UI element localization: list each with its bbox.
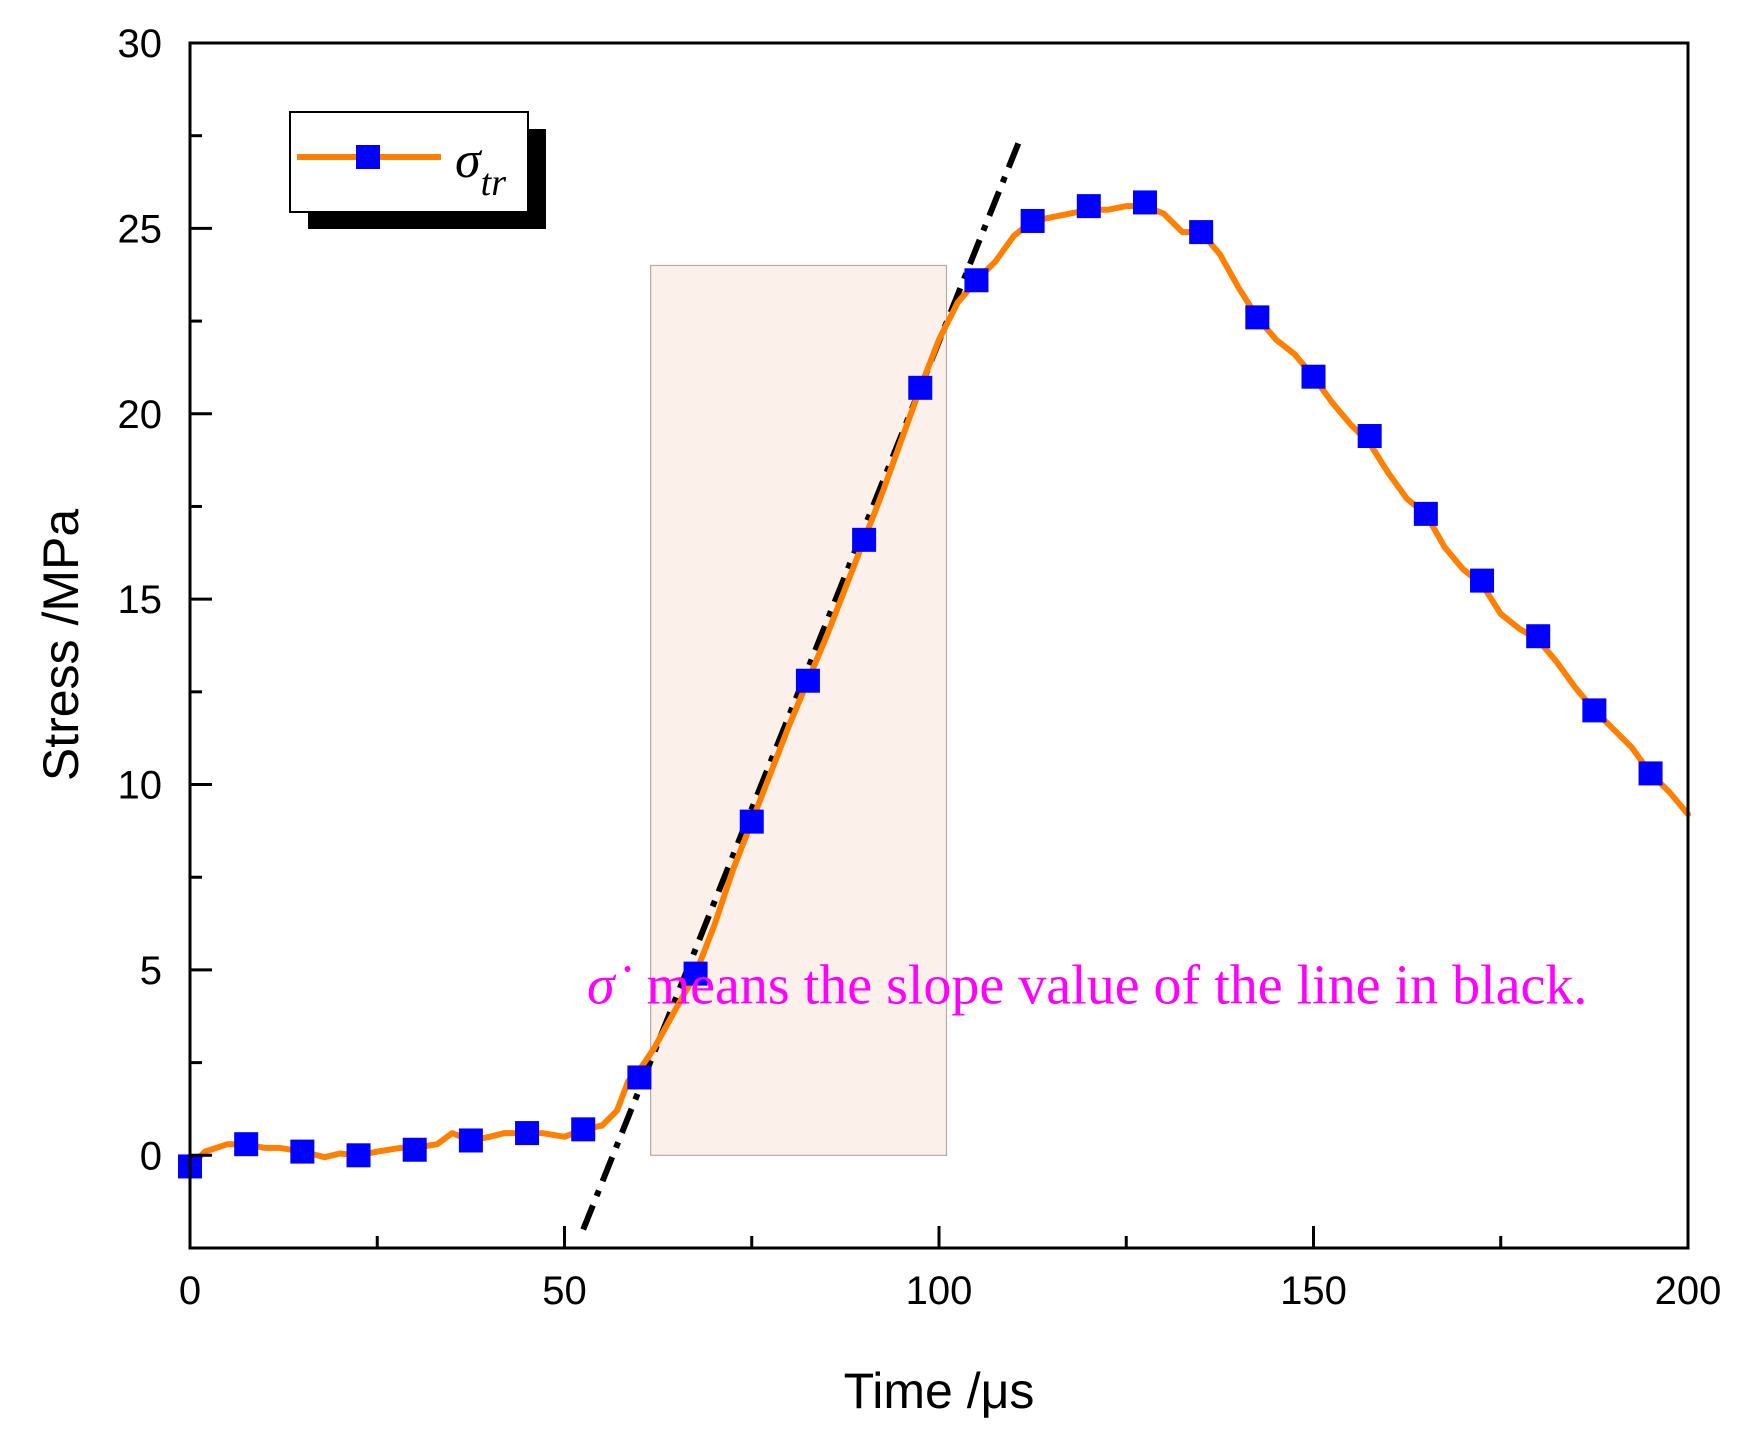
y-tick-label: 20 bbox=[118, 393, 163, 437]
y-axis-title: Stress /MPa bbox=[33, 509, 89, 781]
legend-symbol: σ bbox=[455, 132, 483, 189]
y-tick-label: 25 bbox=[118, 207, 163, 251]
legend-box bbox=[289, 111, 529, 213]
x-tick-label: 200 bbox=[1655, 1269, 1722, 1313]
legend-marker bbox=[356, 145, 380, 169]
y-tick-label: 5 bbox=[140, 949, 162, 993]
y-tick-label: 15 bbox=[118, 578, 163, 622]
series-marker bbox=[683, 961, 708, 986]
annotation-symbol: σ̇ bbox=[587, 954, 631, 1016]
series-marker bbox=[1020, 208, 1045, 233]
x-axis-title: Time /μs bbox=[844, 1363, 1035, 1419]
x-tick-label: 50 bbox=[542, 1269, 587, 1313]
series-marker bbox=[346, 1143, 371, 1168]
series-marker bbox=[1301, 364, 1326, 389]
x-tick-label: 150 bbox=[1280, 1269, 1347, 1313]
series-marker bbox=[1526, 624, 1551, 649]
series-marker bbox=[964, 268, 989, 293]
series-marker bbox=[290, 1139, 315, 1164]
series-marker bbox=[1470, 568, 1495, 593]
legend-label: σtr bbox=[455, 132, 506, 204]
y-tick-label: 30 bbox=[118, 22, 163, 66]
series-marker bbox=[627, 1065, 652, 1090]
annotation-body: means the slope value of the line in bla… bbox=[647, 954, 1588, 1016]
series-marker bbox=[402, 1137, 427, 1162]
series-marker bbox=[852, 527, 877, 552]
series-marker bbox=[1245, 305, 1270, 330]
series-marker bbox=[571, 1117, 596, 1142]
series-marker bbox=[458, 1128, 483, 1153]
series-marker bbox=[1132, 190, 1157, 215]
series-marker bbox=[515, 1121, 540, 1146]
legend: σtr bbox=[289, 111, 546, 229]
series-marker bbox=[739, 809, 764, 834]
series-marker bbox=[795, 668, 820, 693]
series-line bbox=[187, 203, 1691, 1170]
series-marker bbox=[1638, 761, 1663, 786]
series-marker bbox=[1189, 220, 1214, 245]
legend-subscript: tr bbox=[481, 162, 507, 204]
series-marker bbox=[234, 1132, 259, 1157]
series-marker bbox=[908, 375, 933, 400]
x-tick-label: 100 bbox=[906, 1269, 973, 1313]
x-tick-label: 0 bbox=[179, 1269, 201, 1313]
series-marker bbox=[1357, 424, 1382, 449]
series-marker bbox=[1076, 194, 1101, 219]
annotation-text: σ̇ means the slope value of the line in … bbox=[587, 954, 1587, 1016]
y-tick-label: 0 bbox=[140, 1134, 162, 1178]
series-marker bbox=[1413, 501, 1438, 526]
series-marker bbox=[1582, 698, 1607, 723]
y-tick-label: 10 bbox=[118, 764, 163, 808]
